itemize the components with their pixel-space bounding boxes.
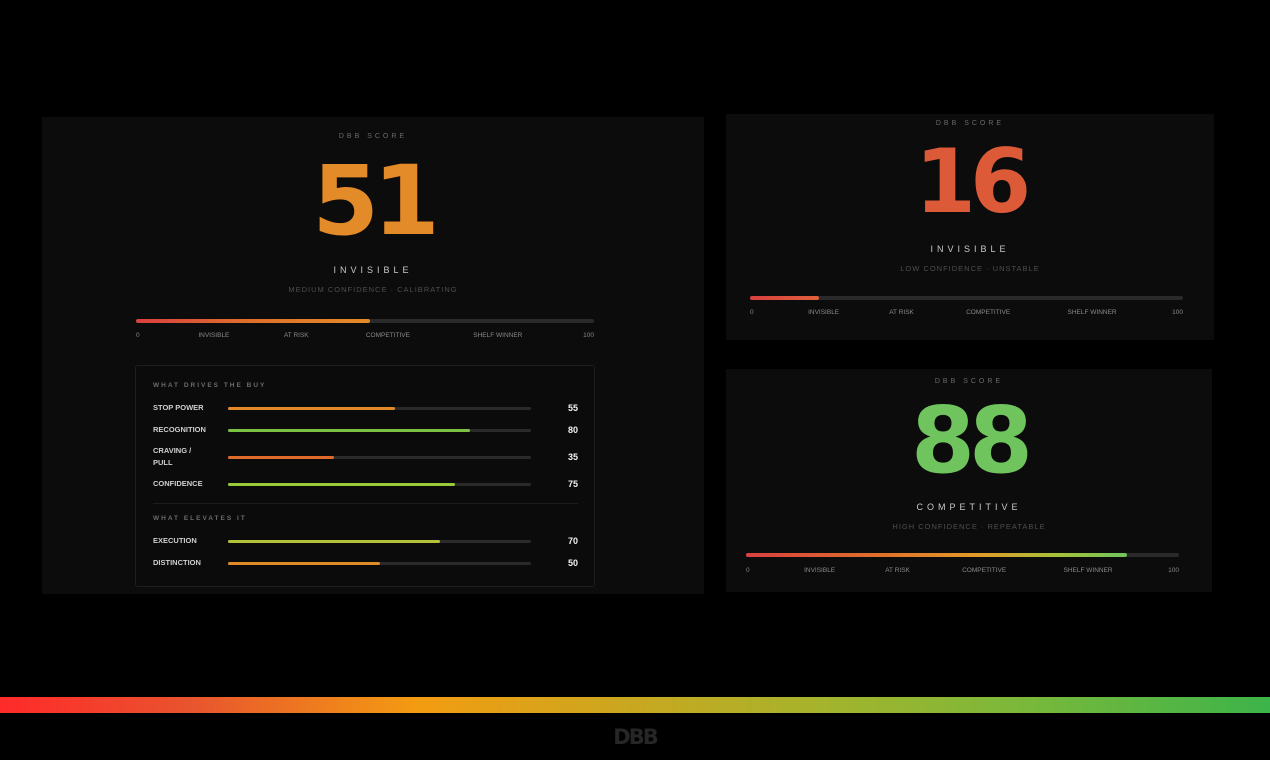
score-value: 88: [910, 387, 1033, 494]
scale-label: AT RISK: [885, 567, 910, 574]
driver-bar: [228, 562, 531, 565]
driver-value: 50: [567, 558, 578, 568]
score-eyebrow: DBB SCORE: [338, 133, 408, 140]
scale-label: SHELF WINNER: [1063, 567, 1113, 574]
score-bar-fill: [746, 553, 1128, 557]
score-scale: 0 INVISIBLE AT RISK COMPETITIVE SHELF WI…: [136, 332, 594, 342]
scale-label: INVISIBLE: [804, 567, 836, 574]
driver-bar: [228, 429, 531, 432]
driver-value: 80: [567, 425, 578, 435]
driver-row: DISTINCTION 50: [153, 552, 578, 574]
scale-label: 0: [746, 567, 750, 574]
driver-row: RECOGNITION 80: [153, 419, 578, 441]
scale-label: SHELF WINNER: [1067, 309, 1117, 316]
score-eyebrow: DBB SCORE: [935, 120, 1005, 127]
driver-bar-fill: [228, 540, 441, 543]
score-scale: 0 INVISIBLE AT RISK COMPETITIVE SHELF WI…: [750, 309, 1183, 319]
drivers-panel: WHAT DRIVES THE BUY STOP POWER 55 RECOGN…: [135, 365, 595, 587]
section-title-elevates: WHAT ELEVATES IT: [153, 515, 247, 522]
scale-label: 100: [1168, 567, 1179, 574]
score-tier: COMPETITIVE: [916, 502, 1022, 512]
section-divider: [153, 503, 578, 504]
driver-label: CRAVING / PULL: [153, 446, 192, 467]
score-spectrum-band: [0, 697, 1270, 713]
driver-value: 55: [567, 403, 578, 413]
score-bar-fill: [750, 296, 820, 300]
score-confidence: MEDIUM CONFIDENCE · CALIBRATING: [288, 285, 458, 294]
scale-label: COMPETITIVE: [962, 567, 1007, 574]
driver-bar-fill: [228, 456, 335, 459]
driver-bar: [228, 483, 531, 486]
score-bar-fill: [136, 319, 370, 323]
driver-bar-fill: [228, 429, 471, 432]
score-value: 51: [312, 145, 440, 257]
driver-bar: [228, 456, 531, 459]
scale-label: COMPETITIVE: [966, 309, 1011, 316]
driver-label: DISTINCTION: [153, 558, 201, 567]
score-eyebrow: DBB SCORE: [934, 378, 1004, 385]
dbb-logo: DBB: [613, 725, 658, 749]
driver-bar-fill: [228, 483, 456, 486]
driver-value: 35: [567, 452, 578, 462]
scale-label: 100: [1172, 309, 1183, 316]
score-card-low: DBB SCORE 16 INVISIBLE LOW CONFIDENCE · …: [726, 114, 1214, 340]
driver-row: CONFIDENCE 75: [153, 473, 578, 495]
scale-label: INVISIBLE: [808, 309, 840, 316]
score-confidence: LOW CONFIDENCE · UNSTABLE: [900, 264, 1040, 273]
scale-label: 100: [583, 332, 594, 339]
driver-row: EXECUTION 70: [153, 530, 578, 552]
score-bar: [746, 553, 1179, 557]
score-scale: 0 INVISIBLE AT RISK COMPETITIVE SHELF WI…: [746, 567, 1179, 577]
score-confidence: HIGH CONFIDENCE · REPEATABLE: [892, 522, 1046, 531]
driver-bar-fill: [228, 562, 380, 565]
driver-value: 70: [567, 536, 578, 546]
driver-row: CRAVING / PULL 35: [153, 446, 578, 468]
driver-label: STOP POWER: [153, 403, 204, 412]
driver-row: STOP POWER 55: [153, 397, 578, 419]
score-bar: [750, 296, 1183, 300]
scale-label: COMPETITIVE: [365, 332, 410, 339]
driver-label: EXECUTION: [153, 536, 197, 545]
scale-label: AT RISK: [283, 332, 309, 339]
scale-label: 0: [136, 332, 140, 339]
score-value: 16: [914, 130, 1031, 233]
scale-label: SHELF WINNER: [473, 332, 523, 339]
section-title-drives: WHAT DRIVES THE BUY: [153, 382, 267, 389]
driver-bar-fill: [228, 407, 395, 410]
driver-bar: [228, 407, 531, 410]
scale-label: INVISIBLE: [198, 332, 230, 339]
driver-bar: [228, 540, 531, 543]
driver-label: RECOGNITION: [153, 425, 206, 434]
score-tier: INVISIBLE: [930, 244, 1010, 254]
score-tier: INVISIBLE: [333, 265, 413, 275]
scale-label: AT RISK: [889, 309, 914, 316]
scale-label: 0: [750, 309, 754, 316]
driver-label: CONFIDENCE: [153, 479, 203, 488]
score-bar: [136, 319, 594, 323]
driver-value: 75: [567, 479, 578, 489]
score-card-high: DBB SCORE 88 COMPETITIVE HIGH CONFIDENCE…: [726, 369, 1212, 592]
